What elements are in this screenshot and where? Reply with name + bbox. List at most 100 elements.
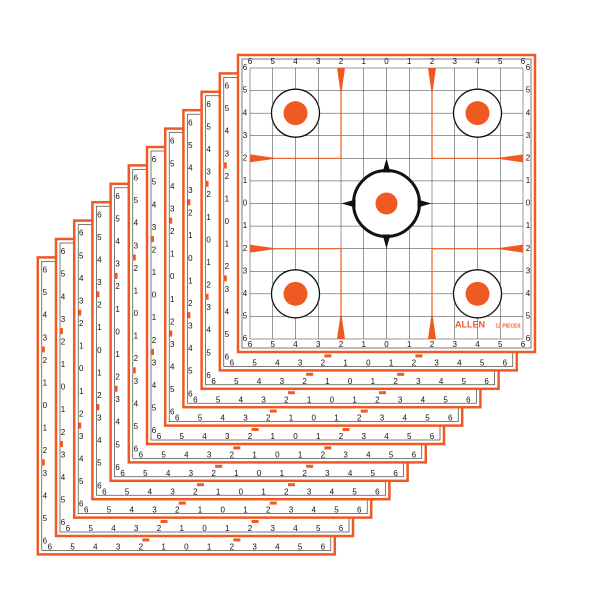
edge-marker — [306, 464, 314, 468]
scale-label: 6 — [230, 359, 235, 368]
scale-label: 1 — [352, 395, 357, 404]
edge-marker — [196, 483, 204, 487]
scale-label: 5 — [152, 178, 157, 187]
scale-label: 1 — [79, 387, 84, 396]
scale-label: 6 — [170, 408, 175, 417]
scale-label: 5 — [115, 214, 120, 223]
scale-label: 1 — [243, 176, 248, 185]
edge-marker — [169, 217, 173, 224]
scale-label: 4 — [202, 432, 207, 441]
sheet-frame — [241, 58, 532, 349]
scale-label: 2 — [339, 57, 344, 66]
scale-label: 6 — [66, 524, 71, 533]
scale-label: 1 — [307, 395, 312, 404]
scale-label: 2 — [393, 377, 398, 386]
scale-label: 5 — [188, 141, 193, 150]
scale-label: 1 — [316, 432, 321, 441]
scale-label: 3 — [188, 322, 193, 331]
scale-label: 6 — [375, 487, 380, 496]
scale-label: 6 — [357, 506, 362, 515]
scale-label: 4 — [79, 455, 84, 464]
scale-label: 2 — [243, 153, 248, 162]
scale-label: 4 — [457, 359, 462, 368]
scale-label: 5 — [188, 367, 193, 376]
scale-label: 4 — [134, 399, 139, 408]
scale-label: 1 — [206, 258, 211, 267]
scale-label: 1 — [79, 342, 84, 351]
scale-label: 1 — [371, 377, 376, 386]
scale-label: 3 — [206, 303, 211, 312]
scale-label: 1 — [325, 377, 330, 386]
scale-label: 1 — [61, 360, 66, 369]
scale-label: 0 — [384, 57, 389, 66]
scale-label: 2 — [321, 359, 326, 368]
scale-label: 3 — [380, 414, 385, 423]
edge-marker — [187, 312, 191, 319]
scale-label: 3 — [225, 149, 230, 158]
scale-label: 6 — [206, 100, 211, 109]
scale-label: 0 — [243, 199, 248, 208]
scale-label: 0 — [275, 451, 280, 460]
scale-label: 4 — [366, 451, 371, 460]
edge-marker — [160, 520, 168, 523]
scale-label: 2 — [152, 336, 157, 345]
scale-label: 1 — [152, 313, 157, 322]
scale-label: 5 — [43, 288, 48, 297]
edge-marker — [215, 464, 223, 468]
scale-label: 5 — [161, 451, 166, 460]
scale-label: 4 — [170, 363, 175, 372]
scale-label: 4 — [115, 418, 120, 427]
scale-label: 2 — [134, 354, 139, 363]
scale-label: 4 — [166, 469, 171, 478]
scale-label: 0 — [348, 377, 353, 386]
edge-marker — [60, 440, 63, 447]
scale-label: 2 — [152, 245, 157, 254]
scale-label: 3 — [434, 359, 439, 368]
scale-label: 2 — [526, 244, 531, 253]
scale-label: 4 — [134, 219, 139, 228]
scale-label: 5 — [198, 414, 203, 423]
scale-label: 1 — [206, 213, 211, 222]
scale-label: 1 — [61, 405, 66, 414]
scale-label: 5 — [243, 312, 248, 321]
scale-label: 3 — [316, 340, 321, 349]
scale-label: 1 — [134, 286, 139, 295]
scale-label: 0 — [239, 487, 244, 496]
edge-marker — [178, 501, 186, 505]
scale-label: 6 — [466, 395, 471, 404]
scale-label: 4 — [97, 436, 102, 445]
scale-label: 4 — [79, 274, 84, 283]
scale-label: 1 — [362, 340, 367, 349]
scale-label: 1 — [334, 414, 339, 423]
scale-label: 5 — [298, 543, 303, 552]
scale-label: 4 — [43, 491, 48, 500]
scale-label: 6 — [206, 371, 211, 380]
scale-label: 5 — [107, 506, 112, 515]
scale-label: 6 — [248, 57, 253, 66]
scale-label: 6 — [115, 463, 120, 472]
scale-label: 2 — [412, 359, 417, 368]
scale-label: 1 — [225, 194, 230, 203]
scale-label: 3 — [152, 358, 157, 367]
scale-label: 5 — [234, 377, 239, 386]
scale-label: 0 — [134, 309, 139, 318]
scale-label: 2 — [266, 506, 271, 515]
scale-label: 5 — [389, 451, 394, 460]
scale-label: 0 — [225, 217, 230, 226]
edge-marker — [269, 501, 277, 505]
scale-label: 1 — [115, 350, 120, 359]
scale-label: 4 — [225, 307, 230, 316]
scale-label: 1 — [271, 432, 276, 441]
edge-marker — [41, 346, 45, 353]
scale-label: 3 — [97, 278, 102, 287]
scale-label: 5 — [526, 86, 531, 95]
scale-label: 3 — [271, 524, 276, 533]
scale-label: 5 — [134, 196, 139, 205]
scale-label: 1 — [407, 57, 412, 66]
scale-label: 6 — [503, 359, 508, 368]
edge-marker — [306, 372, 314, 376]
scale-label: 1 — [243, 506, 248, 515]
scale-label: 6 — [97, 481, 102, 490]
scale-label: 1 — [526, 221, 531, 230]
scale-label: 0 — [293, 432, 298, 441]
